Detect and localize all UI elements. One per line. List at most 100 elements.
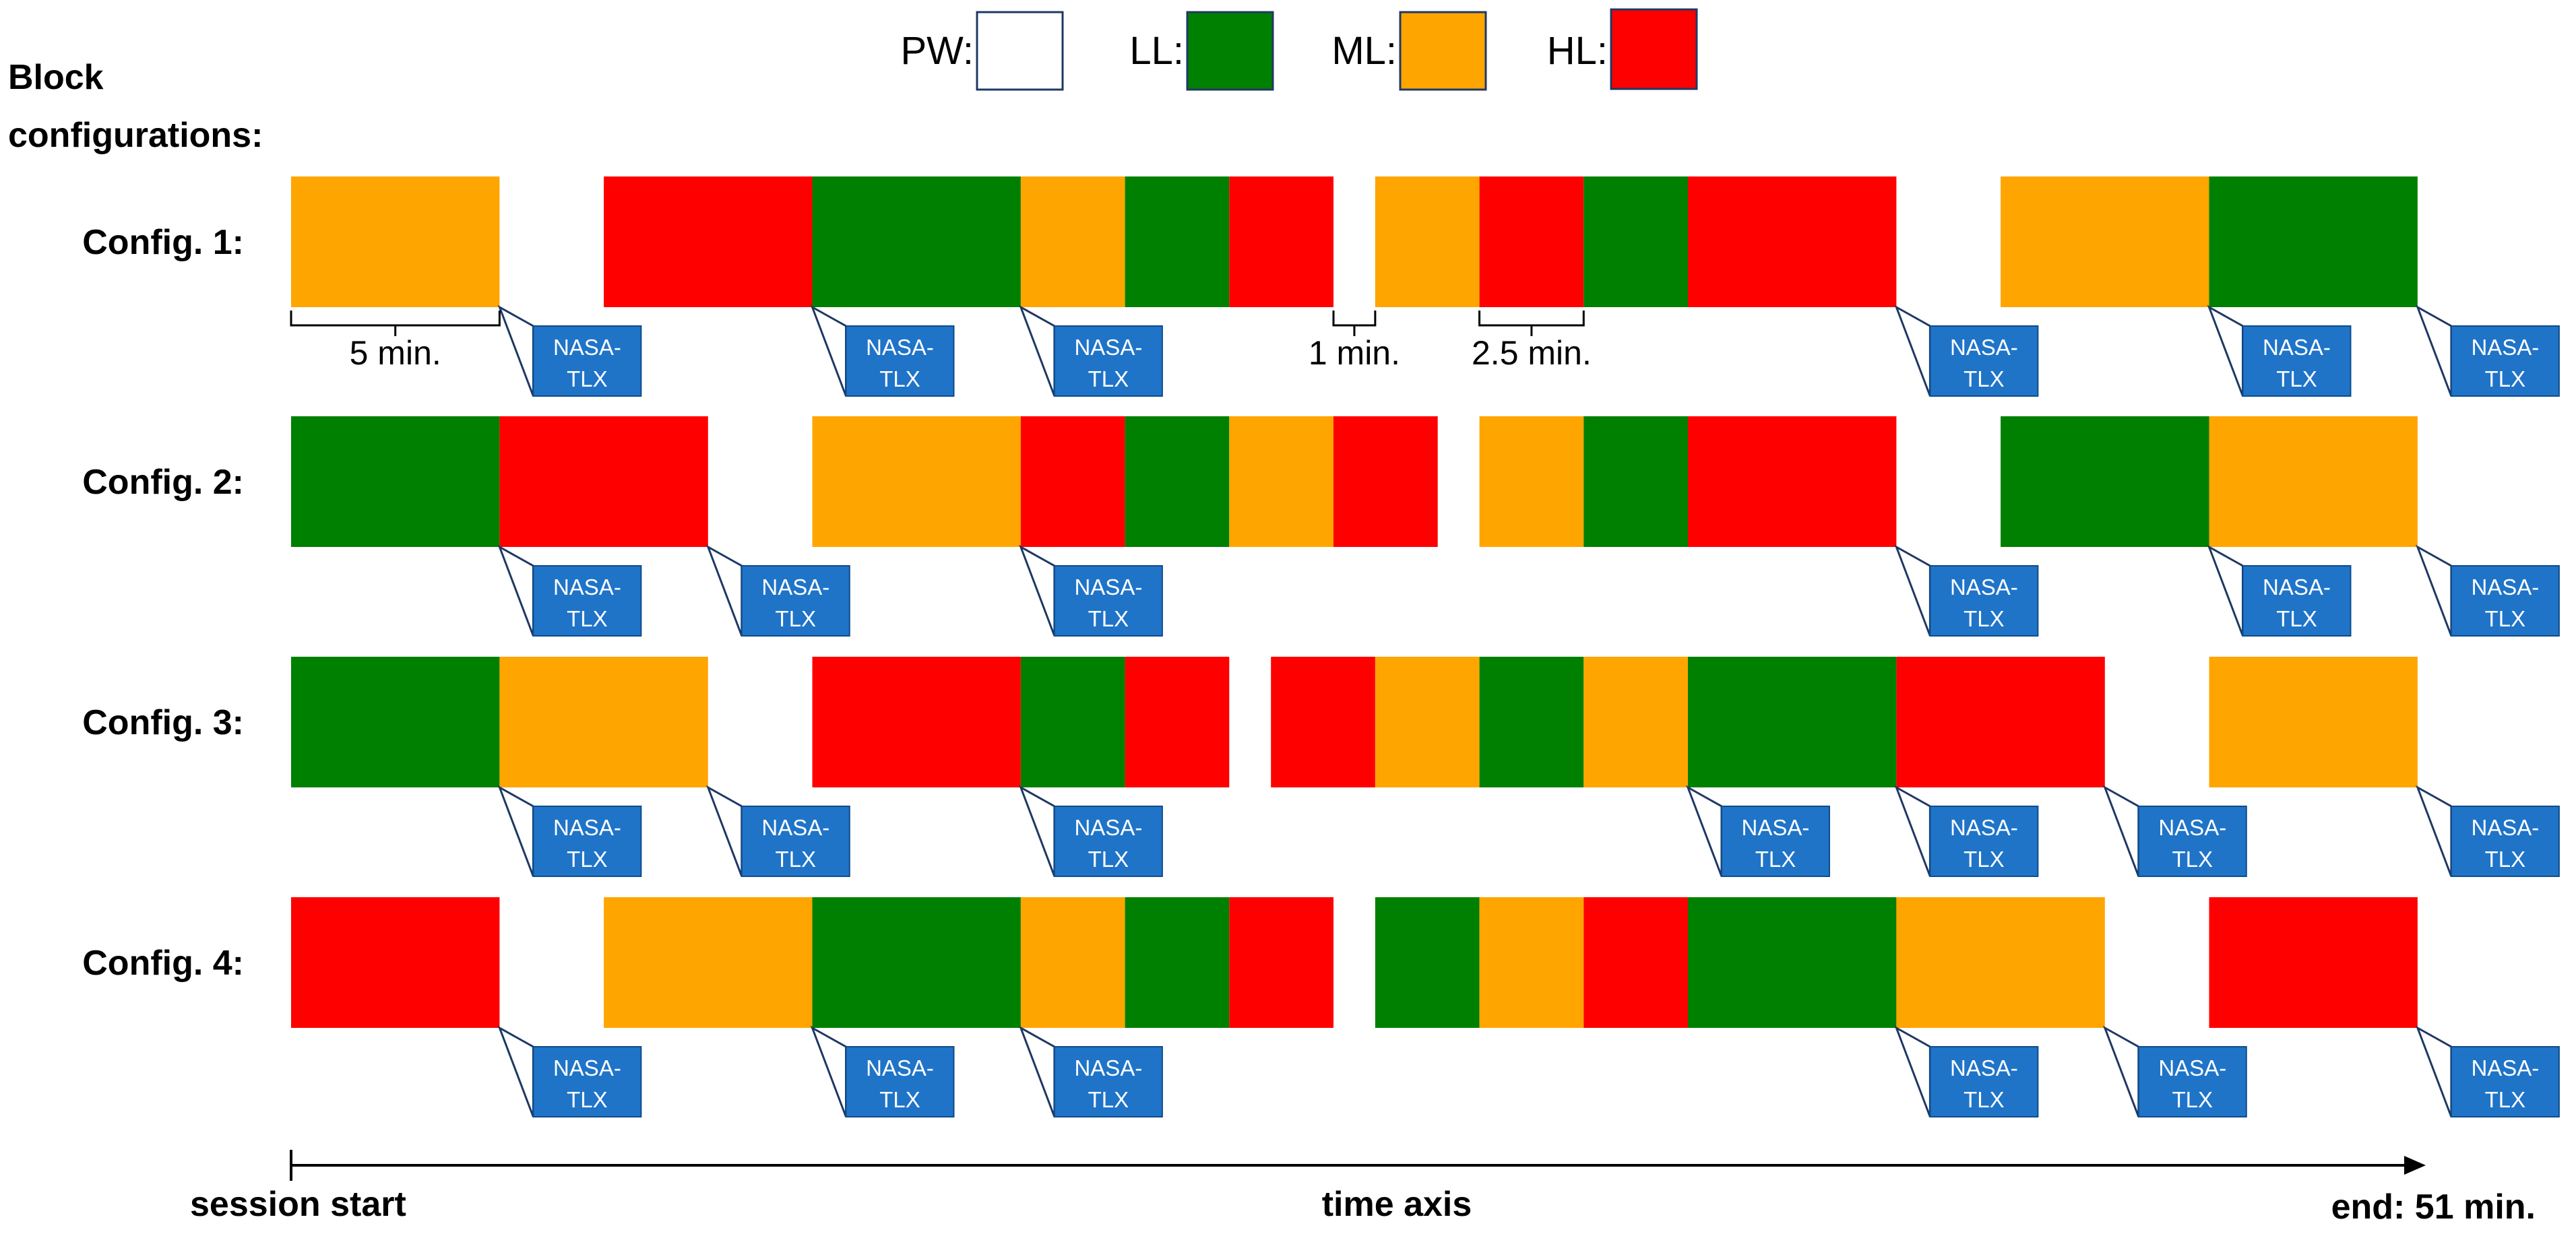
duration-annotations: 5 min. 1 min. 2.5 min. — [290, 311, 1592, 372]
nasa-label-line-1: NASA- — [1950, 335, 2018, 360]
block-hl — [1896, 657, 2105, 787]
legend-label-ll: LL: — [1129, 29, 1184, 73]
nasa-label-line-2: TLX — [776, 606, 817, 631]
legend-item-ml: ML: — [1331, 11, 1487, 91]
duration-bracket: 5 min. — [290, 311, 501, 372]
nasa-tlx-marker: NASA- TLX — [1686, 785, 1830, 877]
nasa-connector — [1894, 544, 1931, 637]
nasa-connector — [2416, 544, 2453, 637]
block-ll — [2209, 176, 2418, 307]
block-hl — [1229, 176, 1333, 307]
nasa-connector — [1894, 304, 1931, 397]
nasa-connector — [497, 785, 534, 877]
nasa-label-line-2: TLX — [1088, 1087, 1129, 1112]
heading-line-1: Block — [8, 58, 104, 97]
nasa-label-line-2: TLX — [567, 366, 608, 391]
nasa-tlx-box — [2137, 806, 2247, 877]
bracket-label: 2.5 min. — [1472, 334, 1592, 372]
block-ll — [1125, 897, 1230, 1028]
nasa-label-line-1: NASA- — [2471, 335, 2539, 360]
config-row: Config. 3: NASA- TLX NASA- TLX NASA- TLX NASA- T… — [82, 657, 2560, 877]
block-hl — [1229, 897, 1333, 1028]
nasa-connector — [2416, 1025, 2453, 1117]
nasa-label-line-2: TLX — [2276, 606, 2317, 631]
nasa-tlx-marker: NASA- TLX — [1894, 785, 2039, 877]
block-ll — [812, 176, 1021, 307]
nasa-tlx-box — [2450, 1046, 2560, 1117]
nasa-label-line-1: NASA- — [2471, 815, 2539, 840]
bracket-line — [1478, 311, 1585, 336]
nasa-label-line-1: NASA- — [2263, 575, 2331, 599]
block-ml — [1375, 657, 1480, 787]
nasa-connector — [497, 304, 534, 397]
nasa-label-line-1: NASA- — [553, 335, 621, 360]
nasa-label-line-1: NASA- — [553, 815, 621, 840]
block-hl — [1688, 416, 1897, 547]
nasa-label-line-2: TLX — [567, 1087, 608, 1112]
nasa-connector — [1019, 304, 1056, 397]
nasa-label-line-2: TLX — [2485, 1087, 2526, 1112]
config-label: Config. 4: — [82, 944, 244, 983]
legend-item-ll: LL: — [1129, 11, 1274, 91]
block-ml — [2209, 416, 2418, 547]
nasa-tlx-marker: NASA- TLX — [2102, 1025, 2247, 1117]
nasa-label-line-2: TLX — [2485, 606, 2526, 631]
bracket-line — [1332, 311, 1377, 336]
config-label: Config. 3: — [82, 703, 244, 742]
block-ml — [2209, 657, 2418, 787]
nasa-connector — [810, 304, 847, 397]
nasa-label-line-1: NASA- — [1074, 1056, 1142, 1080]
nasa-tlx-marker: NASA- TLX — [497, 304, 642, 397]
nasa-connector — [2416, 304, 2453, 397]
block-ll — [2001, 416, 2209, 547]
block-ll — [1125, 416, 1230, 547]
legend-label-pw: PW: — [901, 29, 974, 73]
nasa-label-line-2: TLX — [1964, 1087, 2005, 1112]
block-ml — [499, 657, 708, 787]
nasa-tlx-marker: NASA- TLX — [1019, 304, 1163, 397]
config-rows: Config. 1: NASA- TLX NASA- TLX NASA- TLX NASA- T… — [82, 176, 2560, 1117]
nasa-label-line-2: TLX — [2172, 847, 2213, 872]
nasa-label-line-1: NASA- — [1950, 815, 2018, 840]
nasa-tlx-box — [845, 325, 955, 397]
legend-label-ml: ML: — [1331, 29, 1397, 73]
nasa-label-line-2: TLX — [2485, 366, 2526, 391]
block-hl — [1020, 416, 1125, 547]
nasa-connector — [705, 544, 743, 637]
nasa-tlx-box — [2137, 1046, 2247, 1117]
nasa-connector — [1894, 785, 1931, 877]
nasa-tlx-marker: NASA- TLX — [705, 544, 850, 637]
nasa-label-line-2: TLX — [879, 1087, 920, 1112]
nasa-label-line-2: TLX — [2172, 1087, 2213, 1112]
legend-swatch-ll — [1186, 11, 1274, 91]
legend-swatch-ml — [1399, 11, 1487, 91]
block-hl — [1333, 416, 1438, 547]
nasa-connector — [1019, 544, 1056, 637]
nasa-tlx-box — [1053, 1046, 1163, 1117]
nasa-tlx-box — [741, 806, 850, 877]
block-ll — [1583, 416, 1688, 547]
config-row: Config. 4: NASA- TLX NASA- TLX NASA- TLX NASA- T… — [82, 897, 2560, 1117]
block-ll — [1688, 897, 1897, 1028]
nasa-tlx-marker: NASA- TLX — [810, 304, 955, 397]
nasa-tlx-box — [2450, 565, 2560, 637]
legend-swatch-hl — [1610, 8, 1698, 90]
block-ml — [2001, 176, 2209, 307]
nasa-label-line-1: NASA- — [2263, 335, 2331, 360]
nasa-label-line-2: TLX — [2276, 366, 2317, 391]
block-hl — [1688, 176, 1897, 307]
nasa-label-line-1: NASA- — [2158, 815, 2226, 840]
nasa-tlx-marker: NASA- TLX — [810, 1025, 955, 1117]
nasa-tlx-marker: NASA- TLX — [2102, 785, 2247, 877]
nasa-connector — [497, 544, 534, 637]
block-ll — [1688, 657, 1897, 787]
nasa-label-line-1: NASA- — [1074, 335, 1142, 360]
nasa-tlx-marker: NASA- TLX — [1894, 544, 2039, 637]
nasa-label-line-1: NASA- — [2158, 1056, 2226, 1080]
nasa-connector — [1019, 785, 1056, 877]
nasa-connector — [2416, 785, 2453, 877]
nasa-connector — [2207, 304, 2244, 397]
axis-end-label: end: 51 min. — [2331, 1188, 2536, 1227]
nasa-label-line-1: NASA- — [761, 575, 829, 599]
block-ml — [1583, 657, 1688, 787]
